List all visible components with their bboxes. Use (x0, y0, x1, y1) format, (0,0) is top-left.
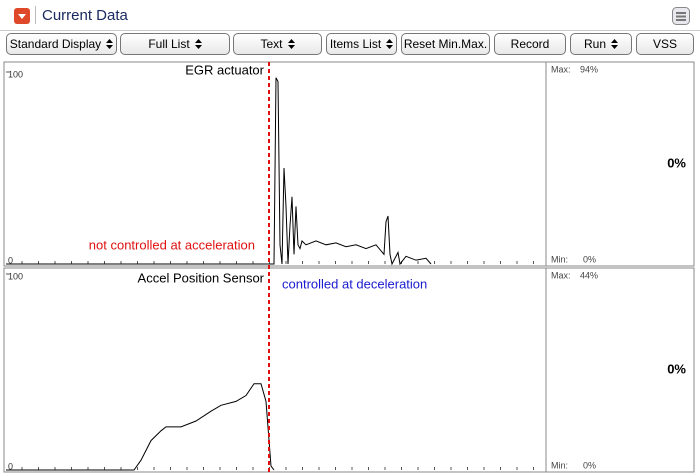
min-label: Min: (551, 460, 568, 470)
button-label: Record (510, 37, 550, 51)
max-label: Max: (551, 64, 571, 74)
button-label: Text (260, 37, 283, 51)
spinner-icon (106, 39, 114, 49)
annotation: controlled at deceleration (282, 276, 427, 291)
toolbar-button[interactable]: Reset Min.Max. (401, 33, 490, 55)
max-value: 94% (580, 64, 598, 74)
panel-frame (3, 267, 695, 473)
panel-frame (3, 61, 695, 267)
min-value: 0% (583, 460, 596, 470)
min-value: 0% (583, 254, 596, 264)
max-label: Max: (551, 270, 571, 280)
max-value: 44% (580, 270, 598, 280)
spinner-icon (287, 39, 295, 49)
min-label: Min: (551, 254, 568, 264)
header: Current Data (0, 0, 700, 31)
toolbar-button[interactable]: VSS (636, 33, 694, 55)
spinner-icon (386, 39, 394, 49)
trace-line (6, 77, 432, 266)
toolbar-button[interactable]: Items List (326, 33, 397, 55)
header-title: Current Data (42, 7, 128, 24)
menu-icon[interactable] (672, 7, 690, 25)
button-label: Reset Min.Max. (403, 37, 488, 51)
current-value: 0% (667, 361, 686, 376)
button-label: Full List (148, 37, 190, 51)
current-value: 0% (667, 155, 686, 170)
signal-label: EGR actuator (185, 62, 264, 77)
annotation: not controlled at acceleration (89, 237, 255, 252)
toolbar-button[interactable]: Full List (120, 33, 230, 55)
collapse-icon[interactable] (14, 8, 30, 24)
spinner-icon (194, 39, 202, 49)
button-label: Standard Display (9, 37, 102, 51)
y-tick-label: 0 (8, 461, 13, 471)
y-tick-label: 100 (8, 271, 23, 281)
y-tick-label: 100 (8, 69, 23, 79)
button-label: Items List (329, 37, 382, 51)
trace-line (6, 383, 275, 471)
toolbar-button[interactable]: Standard Display (6, 33, 117, 55)
button-label: VSS (652, 37, 677, 51)
toolbar-button[interactable]: Record (494, 33, 566, 55)
toolbar-button[interactable]: Run (570, 33, 632, 55)
spinner-icon (611, 39, 618, 49)
toolbar: Standard Display Full List Text Items List R… (0, 33, 700, 59)
y-tick-label: 0 (8, 255, 13, 265)
toolbar-button[interactable]: Text (233, 33, 322, 55)
signal-label: Accel Position Sensor (138, 270, 265, 285)
button-label: Run (583, 37, 606, 51)
